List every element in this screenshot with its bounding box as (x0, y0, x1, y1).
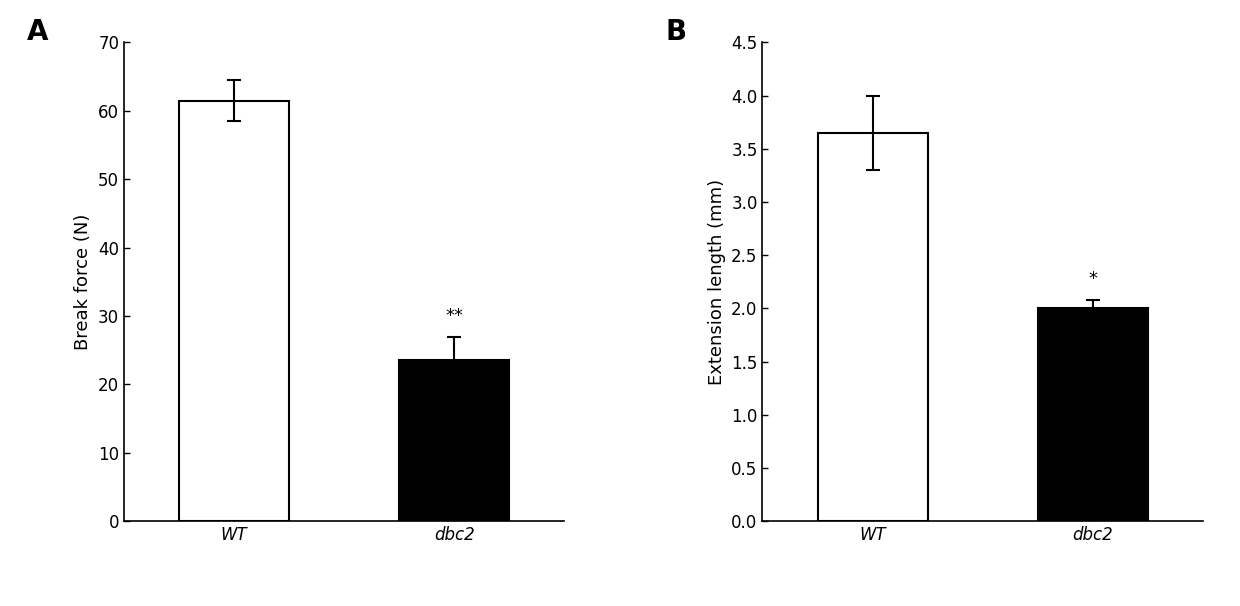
Text: **: ** (445, 307, 464, 325)
Y-axis label: Break force (N): Break force (N) (74, 213, 93, 350)
Text: A: A (27, 18, 48, 47)
Bar (1038, 308, 1148, 521)
Text: *: * (1089, 270, 1097, 288)
Text: B: B (666, 18, 687, 47)
Y-axis label: Extension length (mm): Extension length (mm) (708, 179, 725, 385)
Bar (399, 361, 510, 521)
Bar (817, 133, 928, 521)
Bar (179, 101, 289, 521)
